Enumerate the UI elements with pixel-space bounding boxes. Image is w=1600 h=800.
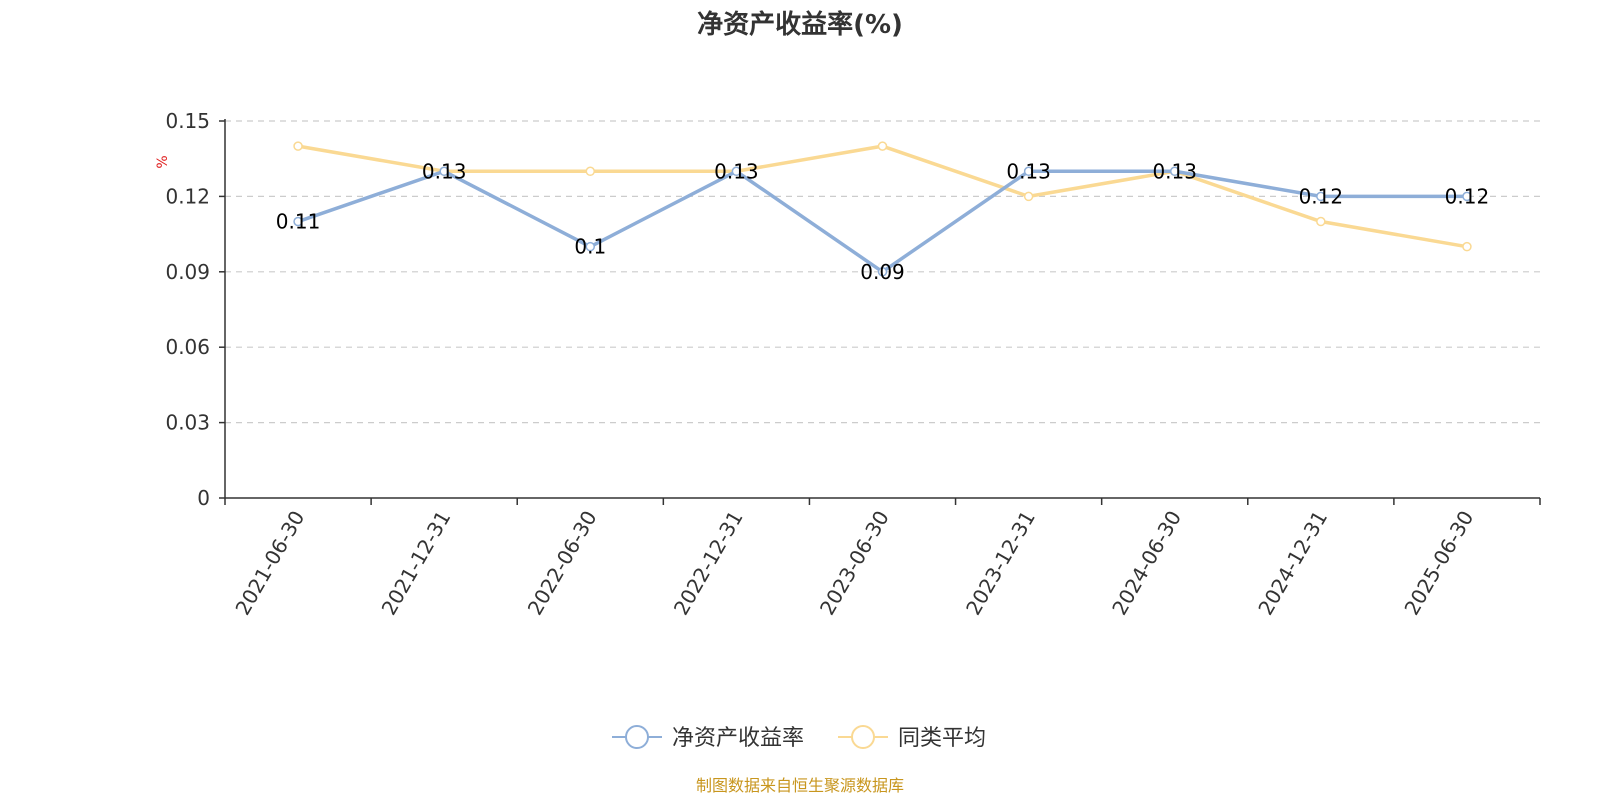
data-point (1316, 191, 1326, 202)
series-line-2 (297, 144, 1468, 249)
data-label: 0.13 (422, 159, 467, 183)
data-label: 0.12 (1445, 184, 1490, 208)
data-point (1023, 166, 1034, 177)
data-point (1316, 216, 1326, 227)
data-point (1169, 166, 1180, 177)
data-point (731, 166, 742, 177)
x-tick-label: 2021-06-30 (230, 507, 309, 620)
data-label: 0.13 (1006, 159, 1051, 183)
y-tick-label: 0.09 (165, 260, 210, 284)
x-tick-label: 2022-12-31 (669, 507, 748, 620)
chart-title: 净资产收益率(%) (697, 9, 903, 40)
y-tick-label: 0.15 (165, 109, 210, 133)
source-note: 制图数据来自恒生聚源数据库 (696, 776, 904, 795)
legend-marker-icon (625, 725, 649, 749)
y-tick-label: 0 (197, 486, 210, 510)
x-tick-label: 2025-06-30 (1399, 507, 1478, 620)
x-tick-label: 2022-06-30 (523, 507, 602, 620)
data-label: 0.11 (276, 210, 321, 234)
data-point (585, 166, 596, 177)
legend-marker-icon (851, 725, 875, 749)
legend-label: 同类平均 (898, 726, 986, 751)
data-label: 0.13 (1152, 159, 1197, 183)
data-point (877, 267, 888, 277)
legend-item-1[interactable]: 净资产收益率 (612, 725, 804, 751)
data-label: 0.13 (714, 159, 759, 183)
y-tick-label: 0.06 (165, 335, 210, 359)
x-tick-label: 2023-12-31 (961, 507, 1040, 620)
data-labels: 0.11 0.13 0.1 0.13 0.09 0.13 0.13 0.12 0.12 (276, 159, 1489, 284)
y-axis-unit-label: % (155, 155, 171, 168)
x-tick-label: 2024-12-31 (1253, 507, 1332, 620)
data-point (585, 241, 596, 252)
data-point (877, 141, 888, 151)
data-label: 0.1 (574, 235, 606, 259)
x-tick-label: 2021-12-31 (377, 506, 456, 619)
series-lines (293, 141, 1472, 277)
data-point (1462, 191, 1472, 202)
data-point (293, 216, 303, 227)
series-line-1 (297, 169, 1467, 274)
data-point (1023, 191, 1034, 202)
data-label: 0.12 (1299, 184, 1344, 208)
data-label: 0.09 (860, 260, 905, 284)
y-tick-label: 0.12 (165, 184, 210, 208)
legend-label: 净资产收益率 (672, 726, 804, 751)
y-tick-label: 0.03 (165, 411, 210, 435)
x-tick-label: 2024-06-30 (1107, 507, 1186, 620)
x-tick-label: 2023-06-30 (815, 507, 894, 620)
data-point (439, 166, 449, 177)
data-point (293, 141, 303, 151)
data-point (1462, 241, 1472, 252)
legend-item-2[interactable]: 同类平均 (838, 725, 986, 751)
legend[interactable]: 净资产收益率 同类平均 (612, 725, 986, 751)
